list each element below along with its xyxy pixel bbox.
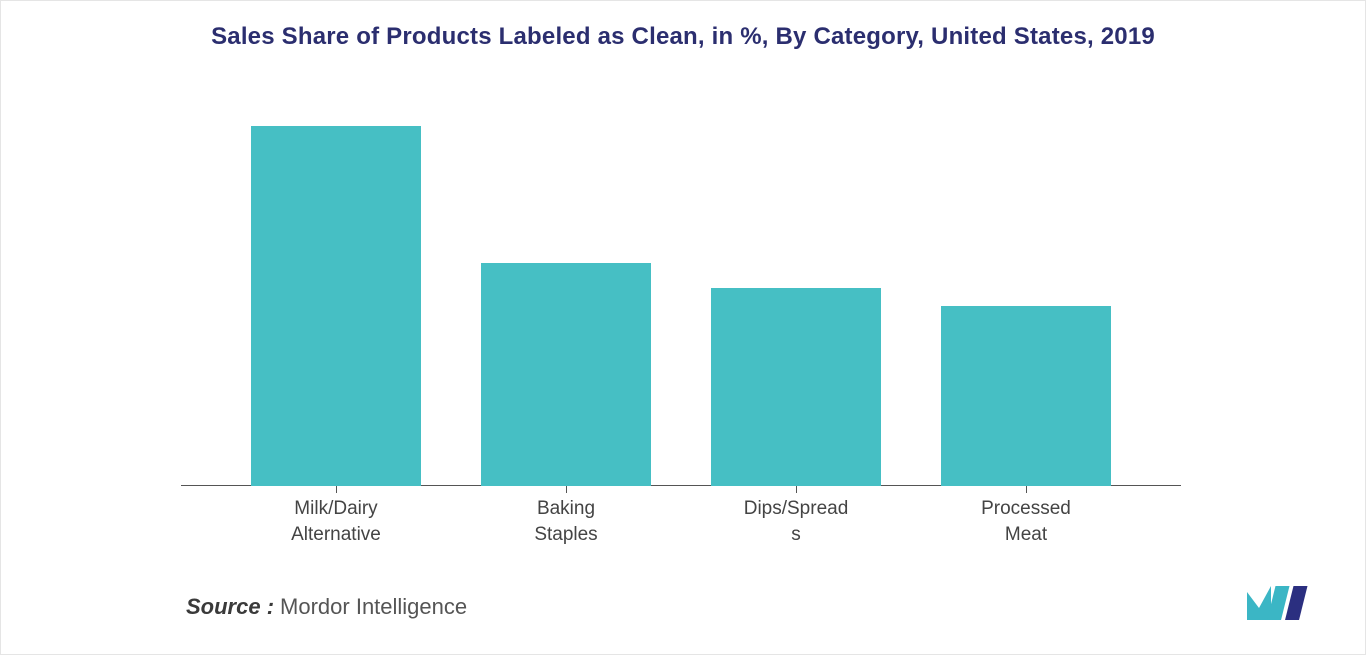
chart-title: Sales Share of Products Labeled as Clean… xyxy=(1,23,1365,51)
chart-xlabels: Milk/DairyAlternativeBakingStaplesDips/S… xyxy=(181,486,1181,566)
bar-rect xyxy=(711,288,881,486)
bar-rect xyxy=(251,126,421,486)
bar-rect xyxy=(481,263,651,486)
x-axis-label: BakingStaples xyxy=(451,496,681,547)
bar-rect xyxy=(941,306,1111,486)
x-axis-label: Milk/DairyAlternative xyxy=(221,496,451,547)
mordor-logo-svg xyxy=(1245,580,1315,624)
chart-plot-area xyxy=(181,96,1181,486)
source-label: Source : xyxy=(186,594,274,620)
bar xyxy=(911,306,1141,486)
x-axis-label: ProcessedMeat xyxy=(911,496,1141,547)
bar xyxy=(451,263,681,486)
mordor-logo-icon xyxy=(1245,580,1315,624)
source-text: Mordor Intelligence xyxy=(280,594,467,620)
x-axis-label: Dips/Spreads xyxy=(681,496,911,547)
source-line: Source : Mordor Intelligence xyxy=(186,594,467,620)
bar xyxy=(221,126,451,486)
bar xyxy=(681,288,911,486)
